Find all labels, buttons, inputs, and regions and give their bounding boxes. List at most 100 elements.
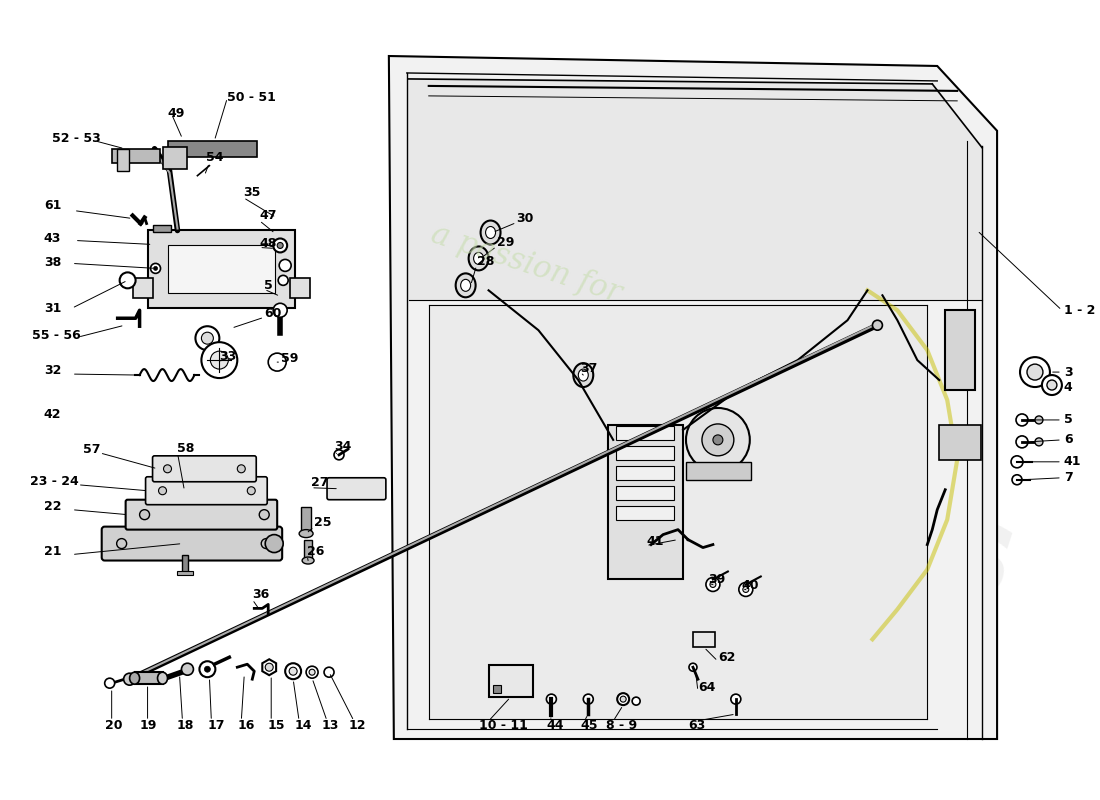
- Circle shape: [278, 275, 288, 286]
- Ellipse shape: [474, 253, 484, 264]
- Text: a passion for: a passion for: [427, 219, 626, 310]
- Text: 1 - 2: 1 - 2: [1064, 304, 1096, 317]
- Bar: [616, 506, 674, 520]
- Text: 13: 13: [322, 718, 340, 731]
- Circle shape: [730, 694, 740, 704]
- Circle shape: [706, 578, 719, 591]
- Text: 38: 38: [44, 256, 62, 269]
- Circle shape: [140, 510, 150, 520]
- Circle shape: [689, 663, 697, 671]
- Circle shape: [154, 266, 157, 270]
- Bar: [616, 466, 674, 480]
- Circle shape: [205, 666, 210, 672]
- Circle shape: [872, 320, 882, 330]
- Bar: [183, 554, 188, 574]
- Text: 52 - 53: 52 - 53: [52, 132, 100, 146]
- Circle shape: [686, 408, 750, 472]
- Circle shape: [273, 238, 287, 253]
- Circle shape: [632, 697, 640, 705]
- Text: 41: 41: [646, 535, 663, 548]
- Circle shape: [1042, 375, 1062, 395]
- Circle shape: [1020, 357, 1049, 387]
- Ellipse shape: [157, 672, 167, 684]
- Bar: [133, 278, 153, 298]
- Text: 31: 31: [44, 302, 62, 314]
- Bar: [290, 278, 310, 298]
- FancyBboxPatch shape: [145, 477, 267, 505]
- Circle shape: [583, 694, 593, 704]
- Circle shape: [199, 662, 216, 677]
- Text: 27: 27: [311, 476, 329, 490]
- Text: 18: 18: [176, 718, 194, 731]
- Circle shape: [182, 663, 194, 675]
- Text: 17: 17: [208, 718, 224, 731]
- Text: 12: 12: [349, 718, 366, 731]
- Text: 16: 16: [238, 718, 255, 731]
- Ellipse shape: [130, 672, 140, 684]
- Bar: [616, 426, 674, 440]
- Text: 40: 40: [741, 579, 759, 592]
- Text: 49: 49: [167, 107, 185, 120]
- Bar: [686, 462, 751, 480]
- Circle shape: [117, 538, 126, 549]
- Circle shape: [1035, 438, 1043, 446]
- Bar: [117, 149, 129, 170]
- Bar: [488, 666, 534, 697]
- Circle shape: [120, 272, 135, 288]
- Text: 47: 47: [260, 209, 277, 222]
- Bar: [177, 570, 194, 575]
- Text: 29: 29: [496, 236, 514, 249]
- Bar: [167, 246, 275, 294]
- Bar: [112, 149, 160, 162]
- Ellipse shape: [485, 226, 495, 238]
- Text: 21: 21: [44, 545, 62, 558]
- Text: 5: 5: [1064, 414, 1072, 426]
- Text: eurces: eurces: [548, 366, 1031, 626]
- Text: 55 - 56: 55 - 56: [32, 329, 80, 342]
- Circle shape: [1027, 364, 1043, 380]
- Polygon shape: [429, 306, 927, 719]
- Circle shape: [710, 582, 716, 587]
- Circle shape: [210, 351, 229, 369]
- Text: 50 - 51: 50 - 51: [228, 91, 276, 104]
- Circle shape: [261, 538, 272, 549]
- Text: 35: 35: [243, 186, 261, 199]
- Text: 32: 32: [44, 363, 62, 377]
- Text: 62: 62: [718, 650, 735, 664]
- Circle shape: [1035, 416, 1043, 424]
- Text: 54: 54: [207, 151, 224, 164]
- Circle shape: [265, 534, 283, 553]
- Circle shape: [260, 510, 270, 520]
- Text: 3: 3: [1064, 366, 1072, 378]
- Text: 58: 58: [177, 442, 195, 455]
- Text: 10 - 11: 10 - 11: [478, 718, 528, 731]
- Text: 23 - 24: 23 - 24: [30, 475, 79, 488]
- Text: 57: 57: [82, 443, 100, 456]
- Text: 59: 59: [282, 352, 298, 365]
- Circle shape: [268, 353, 286, 371]
- Circle shape: [265, 663, 273, 671]
- Bar: [693, 632, 715, 647]
- Polygon shape: [409, 79, 982, 300]
- Circle shape: [289, 667, 297, 675]
- Circle shape: [306, 666, 318, 678]
- Polygon shape: [262, 659, 276, 675]
- Text: 39: 39: [708, 573, 725, 586]
- Text: 33: 33: [219, 350, 236, 362]
- Bar: [167, 141, 257, 157]
- Text: 5: 5: [264, 279, 273, 292]
- Circle shape: [702, 424, 734, 456]
- Text: 60: 60: [264, 306, 282, 320]
- Text: 44: 44: [547, 718, 564, 731]
- Circle shape: [742, 586, 749, 593]
- Circle shape: [273, 303, 287, 318]
- Bar: [493, 685, 500, 693]
- Circle shape: [158, 486, 166, 494]
- Ellipse shape: [573, 363, 593, 387]
- Ellipse shape: [461, 279, 471, 291]
- Circle shape: [1012, 474, 1022, 485]
- Text: 34: 34: [334, 440, 351, 454]
- Bar: [945, 310, 975, 390]
- Bar: [939, 425, 981, 460]
- Circle shape: [277, 242, 283, 249]
